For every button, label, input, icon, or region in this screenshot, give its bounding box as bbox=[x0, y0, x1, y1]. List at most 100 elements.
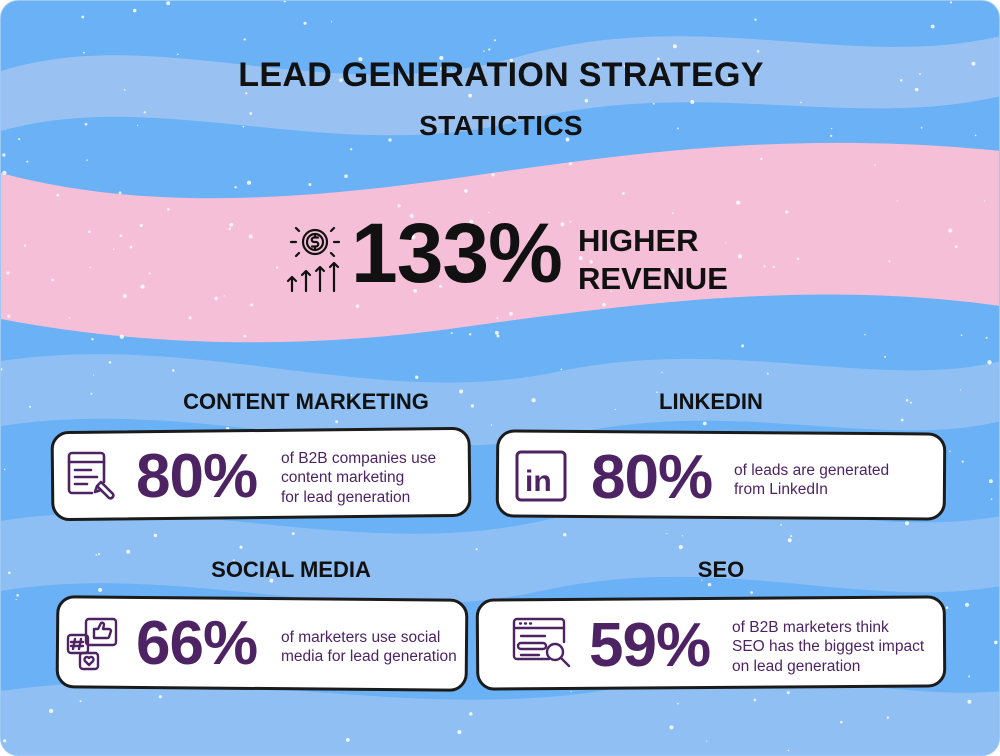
speckle bbox=[787, 538, 792, 543]
speckle bbox=[148, 272, 151, 275]
speckle bbox=[335, 420, 339, 424]
speckle bbox=[509, 58, 513, 62]
speckle bbox=[990, 498, 993, 500]
speckle bbox=[139, 223, 143, 228]
speckle bbox=[143, 111, 146, 114]
speckle bbox=[228, 227, 232, 231]
speckle bbox=[896, 200, 898, 202]
speckle bbox=[242, 125, 245, 128]
speckle bbox=[303, 21, 307, 25]
speckle bbox=[974, 134, 977, 137]
speckle bbox=[88, 230, 91, 234]
speckle bbox=[95, 554, 98, 556]
speckle bbox=[886, 716, 890, 719]
speckle bbox=[864, 333, 866, 336]
speckle bbox=[345, 738, 350, 742]
speckle bbox=[81, 15, 85, 19]
speckle bbox=[960, 334, 963, 337]
description-line: content marketing bbox=[281, 469, 405, 487]
speckle bbox=[91, 337, 94, 341]
speckle bbox=[661, 371, 663, 374]
speckle bbox=[98, 587, 103, 592]
speckle bbox=[909, 401, 912, 404]
speckle bbox=[754, 18, 757, 21]
speckle bbox=[283, 1, 287, 3]
speckle bbox=[602, 302, 606, 307]
speckle bbox=[563, 532, 567, 537]
speckle bbox=[772, 265, 775, 269]
speckle bbox=[1, 367, 3, 371]
page-subtitle: STATICTICS bbox=[419, 110, 583, 141]
speckle bbox=[26, 160, 29, 163]
speckle bbox=[97, 553, 101, 556]
speckle bbox=[166, 1, 171, 6]
speckle bbox=[741, 344, 745, 348]
speckle bbox=[413, 289, 418, 293]
speckle bbox=[763, 265, 766, 268]
speckle bbox=[780, 523, 783, 526]
social-media-description: of marketers use social media for lead g… bbox=[281, 628, 466, 667]
speckle bbox=[959, 389, 962, 391]
speckle bbox=[830, 127, 833, 130]
speckle bbox=[140, 284, 145, 289]
speckle bbox=[949, 450, 951, 453]
speckle bbox=[249, 112, 253, 115]
speckle bbox=[672, 44, 677, 49]
speckle bbox=[15, 598, 17, 601]
speckle bbox=[275, 266, 279, 269]
speckle bbox=[119, 234, 123, 238]
speckle bbox=[90, 392, 93, 395]
speckle bbox=[18, 138, 21, 141]
social-media-value: 66% bbox=[136, 609, 258, 678]
speckle bbox=[16, 594, 19, 597]
speckle bbox=[269, 578, 274, 583]
speckle bbox=[188, 316, 192, 320]
description-line: media for lead generation bbox=[281, 648, 457, 666]
speckle bbox=[84, 122, 88, 126]
speckle bbox=[971, 61, 976, 66]
speckle bbox=[464, 189, 468, 193]
speckle bbox=[948, 228, 953, 233]
speckle bbox=[988, 479, 993, 484]
speckle bbox=[92, 374, 95, 376]
speckle bbox=[493, 39, 497, 42]
speckle bbox=[51, 278, 55, 282]
speckle bbox=[671, 269, 675, 273]
speckle bbox=[742, 398, 746, 402]
seo-value: 59% bbox=[589, 611, 711, 680]
speckle bbox=[547, 249, 549, 252]
speckle bbox=[469, 712, 473, 716]
speckle bbox=[656, 391, 658, 393]
speckle bbox=[308, 183, 312, 186]
speckle bbox=[725, 242, 727, 244]
content-marketing-value: 80% bbox=[136, 442, 258, 511]
speckle bbox=[439, 55, 444, 61]
speckle bbox=[905, 399, 909, 402]
speckle bbox=[450, 68, 453, 70]
hero-value: 133% bbox=[351, 206, 563, 300]
speckle bbox=[439, 284, 442, 288]
hero-label-line2: REVENUE bbox=[578, 261, 728, 296]
speckle bbox=[800, 101, 802, 104]
speckle bbox=[930, 24, 935, 29]
speckle bbox=[920, 126, 923, 129]
speckle bbox=[245, 92, 248, 95]
speckle bbox=[623, 65, 627, 68]
speckle bbox=[954, 245, 958, 248]
description-line: for lead generation bbox=[281, 488, 411, 506]
speckle bbox=[610, 290, 612, 293]
speckle bbox=[905, 521, 909, 526]
description-line: from LinkedIn bbox=[734, 481, 828, 499]
social-media-title: SOCIAL MEDIA bbox=[211, 557, 371, 582]
hero-label-line1: HIGHER bbox=[578, 223, 699, 258]
speckle bbox=[358, 57, 363, 62]
speckle bbox=[459, 389, 464, 394]
speckle bbox=[964, 602, 970, 607]
speckle bbox=[234, 186, 237, 189]
speckle bbox=[490, 424, 493, 426]
speckle bbox=[468, 93, 472, 98]
page-title: LEAD GENERATION STRATEGY bbox=[238, 56, 764, 94]
speckle bbox=[3, 468, 6, 471]
